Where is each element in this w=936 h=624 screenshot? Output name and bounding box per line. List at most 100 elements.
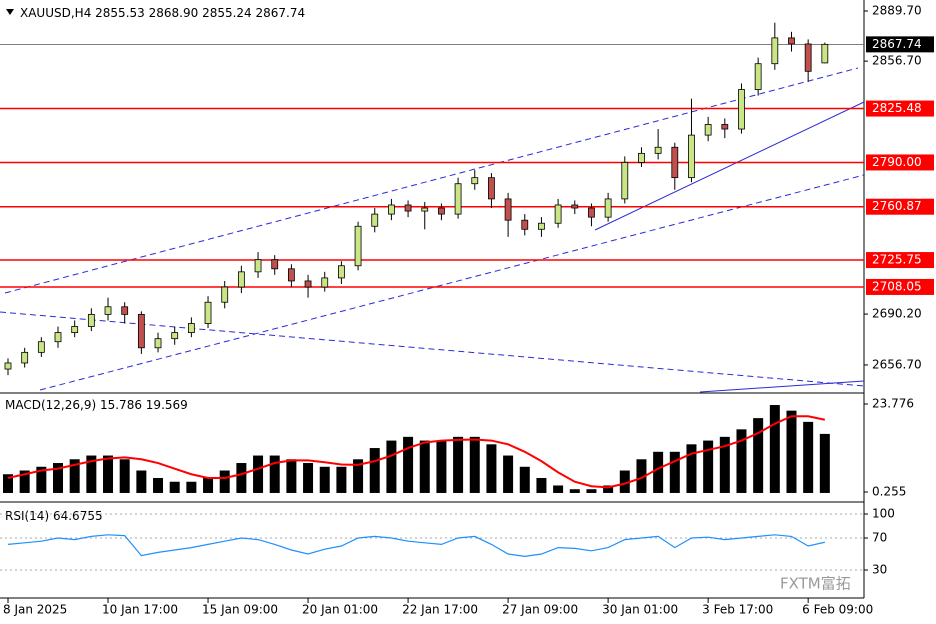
macd-bar <box>719 436 730 493</box>
candle-body <box>521 219 529 230</box>
readout: 64.6755 <box>53 509 103 523</box>
candle <box>337 261 345 284</box>
candle <box>404 200 412 218</box>
symbol: XAUUSD,H4 <box>20 6 91 20</box>
current-price-label: 2867.74 <box>872 37 922 51</box>
macd-bar <box>436 440 447 493</box>
candle <box>621 156 629 204</box>
x-tick-label: 8 Jan 2025 <box>3 603 67 617</box>
candle-body <box>371 213 379 227</box>
y-tick-label: 70 <box>872 531 887 545</box>
candle <box>821 42 829 64</box>
trendline <box>4 67 859 294</box>
candle <box>554 198 562 228</box>
y-tick-label: 23.776 <box>872 396 914 410</box>
candle <box>438 203 445 221</box>
level-label: 2708.05 <box>872 279 922 293</box>
candle-body <box>554 204 562 224</box>
candle-body <box>237 271 245 288</box>
macd-bar <box>736 429 747 493</box>
candle-body <box>321 277 329 288</box>
y-tick-label: 2690.20 <box>872 307 922 321</box>
macd-bar <box>486 444 497 493</box>
candle-body <box>771 37 779 65</box>
candle-body <box>488 177 495 200</box>
candle <box>121 302 129 324</box>
level-box <box>866 278 934 295</box>
candle-body <box>738 89 745 130</box>
macd-bar <box>803 421 814 493</box>
candle <box>704 116 712 142</box>
candle <box>504 192 512 237</box>
candle-body <box>337 265 345 279</box>
level-label: 2725.75 <box>872 253 922 267</box>
title: MACD(12,26,9) <box>5 398 96 412</box>
y-tick-label: 0.255 <box>872 485 906 499</box>
candle-body <box>821 43 829 64</box>
candle-body <box>538 222 545 230</box>
candle-body <box>571 204 579 209</box>
candle <box>521 214 529 236</box>
candle-body <box>137 313 145 349</box>
macd-bar <box>103 455 114 493</box>
candle-body <box>287 268 295 282</box>
ohlc: 2855.24 <box>202 6 252 20</box>
candle <box>271 255 279 275</box>
candle <box>638 147 645 168</box>
candle-body <box>504 198 512 221</box>
rsi-title: RSI(14) 64.6755 <box>5 509 103 523</box>
y-tick-label: 100 <box>872 507 895 521</box>
macd-bar <box>3 474 13 493</box>
macd-bar <box>303 463 314 493</box>
macd-bar <box>269 455 280 493</box>
current-price-box <box>866 36 934 53</box>
macd-bar <box>603 485 614 493</box>
candle <box>688 98 695 183</box>
macd-bar <box>203 477 214 493</box>
level-box <box>866 100 934 117</box>
x-tick-label: 20 Jan 01:00 <box>302 603 378 617</box>
level-box <box>866 252 934 269</box>
macd-bar <box>319 466 330 493</box>
candle <box>104 297 112 321</box>
candle <box>738 83 745 134</box>
candle <box>237 265 245 294</box>
macd-bar <box>369 448 380 493</box>
candle-body <box>721 124 729 130</box>
macd-bar <box>169 481 180 493</box>
macd-bar <box>703 440 714 493</box>
macd-bar <box>69 459 80 493</box>
macd-bar <box>686 444 697 493</box>
level-label: 2790.00 <box>872 155 922 169</box>
macd-bar <box>286 459 297 493</box>
menu-triangle[interactable] <box>6 9 14 15</box>
readout: 15.786 <box>100 398 142 412</box>
macd-bar <box>236 463 247 493</box>
x-tick-label: 22 Jan 17:00 <box>402 603 478 617</box>
macd-bar <box>253 455 264 493</box>
candle <box>354 221 362 271</box>
candle <box>87 308 95 332</box>
macd-bar <box>419 440 430 493</box>
macd-bar <box>153 477 164 493</box>
y-tick-label: 2889.70 <box>872 3 922 17</box>
candle <box>71 320 79 338</box>
macd-bar <box>653 451 664 493</box>
macd-bar <box>53 463 64 493</box>
ohlc: 2855.53 <box>95 6 145 20</box>
candle <box>287 264 295 288</box>
y-tick-label: 2856.70 <box>872 54 922 68</box>
level-box <box>866 198 934 215</box>
candle-body <box>454 183 462 215</box>
candle <box>187 317 195 338</box>
candle-body <box>121 306 129 315</box>
readout: 19.569 <box>146 398 188 412</box>
candle-body <box>21 351 29 364</box>
macd-bar <box>569 489 580 493</box>
macd-bar <box>219 470 230 493</box>
candle-body <box>788 37 795 45</box>
candle <box>771 22 779 70</box>
macd-bar <box>636 459 647 493</box>
candle <box>538 217 545 237</box>
